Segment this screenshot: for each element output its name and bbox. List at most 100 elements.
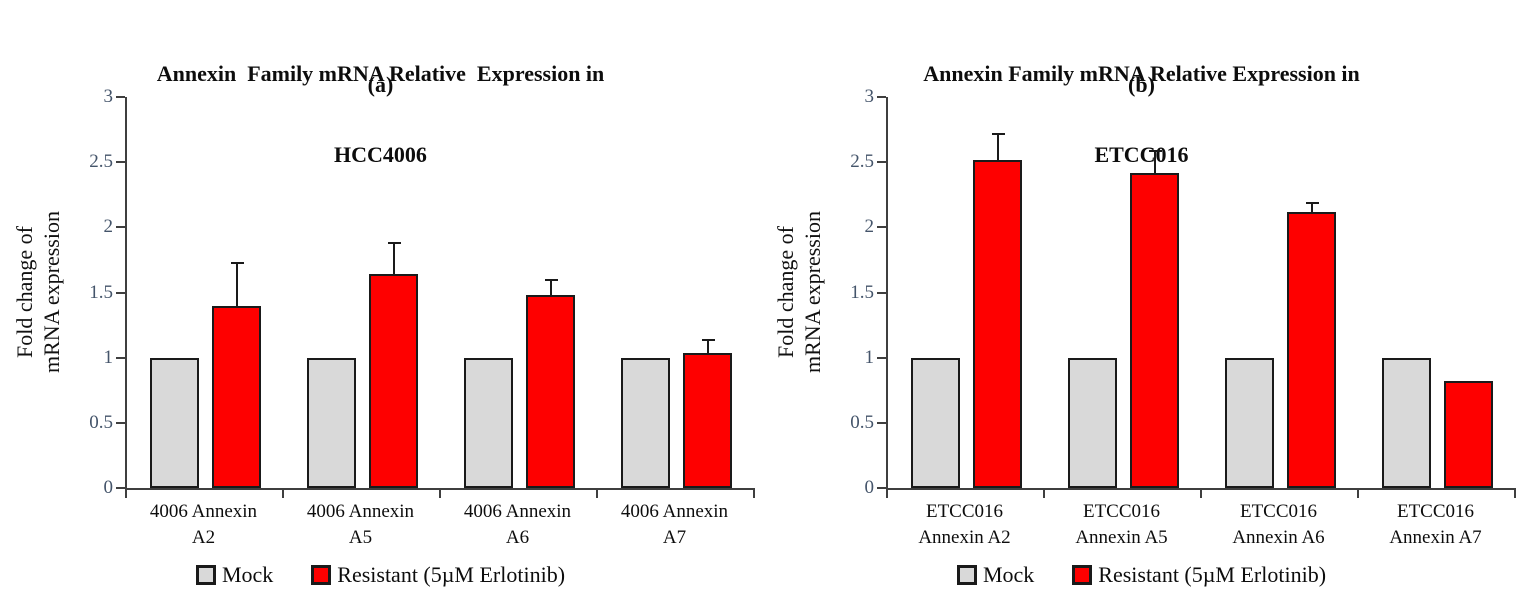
y-tick-mark: [116, 291, 125, 294]
chart-panel-a: Annexin Family mRNA Relative Expression …: [0, 6, 761, 588]
x-category-labels: ETCC016 Annexin A2 ETCC016 Annexin A5 ETCC01…: [886, 499, 1514, 551]
resistant-bar: [526, 278, 575, 488]
y-tick-mark: [877, 291, 886, 294]
x-category-label: ETCC016 Annexin A6: [1200, 499, 1357, 551]
y-tick-mark: [877, 356, 886, 359]
chart-title-a: Annexin Family mRNA Relative Expression …: [0, 6, 761, 222]
error-bar-cap: [991, 132, 1005, 135]
legend-swatch: [956, 565, 977, 585]
chart-title-line2: ETCC016: [1094, 142, 1189, 167]
bar-group: [1359, 97, 1516, 488]
y-tick-label: 0.5: [89, 411, 113, 433]
resistant-bar: [683, 338, 732, 488]
y-tick-label: 1: [103, 346, 114, 368]
x-tick-mark: [753, 490, 755, 498]
error-bar-cap: [230, 261, 244, 264]
x-category-label-line1: ETCC016: [1396, 501, 1475, 522]
mock-bar: [911, 357, 960, 488]
x-category-label-line2: Annexin A2: [918, 527, 1011, 548]
y-tick-mark: [877, 421, 886, 424]
x-category-label: ETCC016 Annexin A7: [1357, 499, 1514, 551]
mock-bar: [1225, 357, 1274, 488]
plot-area: 0 0.5 1 1.5 2 2.5 3: [850, 86, 1516, 498]
error-bar-cap: [1305, 202, 1319, 205]
error-bar-line: [549, 278, 552, 298]
x-category-label: 4006 Annexin A2: [125, 499, 282, 551]
x-category-label: 4006 Annexin A5: [282, 499, 439, 551]
y-tick-mark: [116, 161, 125, 164]
legend: Mock Resistant (5µM Erlotinib): [0, 562, 761, 588]
x-category-label-line1: 4006 Annexin: [306, 501, 415, 522]
y-tick-label: 3: [864, 86, 875, 107]
y-tick-label: 2.5: [89, 151, 113, 173]
legend-swatch: [195, 565, 216, 585]
y-tick-mark: [877, 226, 886, 229]
mock-bar: [1382, 357, 1431, 488]
bar-series-container: [888, 97, 1516, 488]
legend-label: Resistant (5µM Erlotinib): [1098, 562, 1327, 587]
mock-bar: [1068, 357, 1117, 488]
x-category-label-line2: Annexin A7: [1389, 527, 1482, 548]
y-tick-label: 1.5: [89, 281, 113, 303]
plot-area: 0 0.5 1 1.5 2 2.5 3: [89, 86, 755, 498]
y-tick-label: 1: [864, 346, 875, 368]
x-category-label: ETCC016 Annexin A2: [886, 499, 1043, 551]
x-category-label-line1: 4006 Annexin: [463, 501, 572, 522]
chart-title-b: Annexin Family mRNA Relative Expression …: [761, 6, 1522, 222]
x-tick-mark: [1200, 490, 1202, 498]
legend: Mock Resistant (5µM Erlotinib): [761, 562, 1522, 588]
chart-panel-b: Annexin Family mRNA Relative Expression …: [761, 0, 1522, 609]
resistant-bar: [212, 261, 261, 488]
y-tick-mark: [116, 226, 125, 229]
legend-swatch: [1072, 565, 1093, 585]
mock-bar: [307, 357, 356, 488]
panel-label-a: (a): [367, 72, 394, 97]
error-bar-line: [392, 242, 395, 277]
resistant-bar: [1444, 380, 1493, 488]
bar-group: [1045, 97, 1202, 488]
error-bar-line: [996, 132, 999, 162]
bar-group: [441, 97, 598, 488]
y-axis-title-line2: mRNA expression: [39, 211, 64, 373]
legend-item-mock: Mock: [956, 562, 1035, 588]
error-bar-cap: [701, 338, 715, 341]
y-axis-title: Fold change of mRNA expression: [11, 92, 65, 492]
error-bar-cap: [387, 242, 401, 245]
legend-label: Mock: [221, 562, 274, 587]
x-category-label-line1: ETCC016: [1082, 501, 1161, 522]
legend-item-resistant: Resistant (5µM Erlotinib): [311, 562, 565, 588]
panel-label-b: (b): [1128, 72, 1155, 97]
x-category-label-line2: A2: [191, 527, 216, 548]
y-axis-title-line1: Fold change of: [773, 226, 798, 358]
x-category-label-line2: Annexin A5: [1075, 527, 1168, 548]
error-bar-cap: [544, 278, 558, 281]
y-axis-title-line2: mRNA expression: [800, 211, 825, 373]
x-category-label-line1: ETCC016: [1239, 501, 1318, 522]
y-tick-label: 1.5: [850, 281, 874, 303]
x-category-labels: 4006 Annexin A2 4006 Annexin A5 4006 Annexin…: [125, 499, 753, 551]
bar-group: [284, 97, 441, 488]
chart-title-line1: Annexin Family mRNA Relative Expression …: [923, 61, 1360, 86]
x-category-label-line1: 4006 Annexin: [149, 501, 258, 522]
error-bar-cap: [1148, 149, 1162, 152]
bar-group: [598, 97, 755, 488]
error-bar-line: [1310, 202, 1313, 214]
x-category-label-line2: A7: [662, 527, 687, 548]
x-tick-mark: [596, 490, 598, 498]
y-tick-label: 2: [103, 216, 114, 238]
x-category-label-line1: 4006 Annexin: [620, 501, 729, 522]
mock-bar: [150, 357, 199, 488]
y-axis-title: Fold change of mRNA expression: [772, 92, 826, 492]
resistant-bar: [1287, 202, 1336, 488]
x-category-label-line2: A6: [505, 527, 530, 548]
legend-label: Mock: [982, 562, 1035, 587]
chart-title-line1: Annexin Family mRNA Relative Expression …: [156, 61, 605, 86]
x-tick-mark: [439, 490, 441, 498]
x-tick-mark: [1514, 490, 1516, 498]
x-category-label-line2: A5: [348, 527, 373, 548]
bar-series-container: [127, 97, 755, 488]
x-tick-mark: [1043, 490, 1045, 498]
bar-group: [1202, 97, 1359, 488]
y-tick-mark: [877, 487, 886, 489]
